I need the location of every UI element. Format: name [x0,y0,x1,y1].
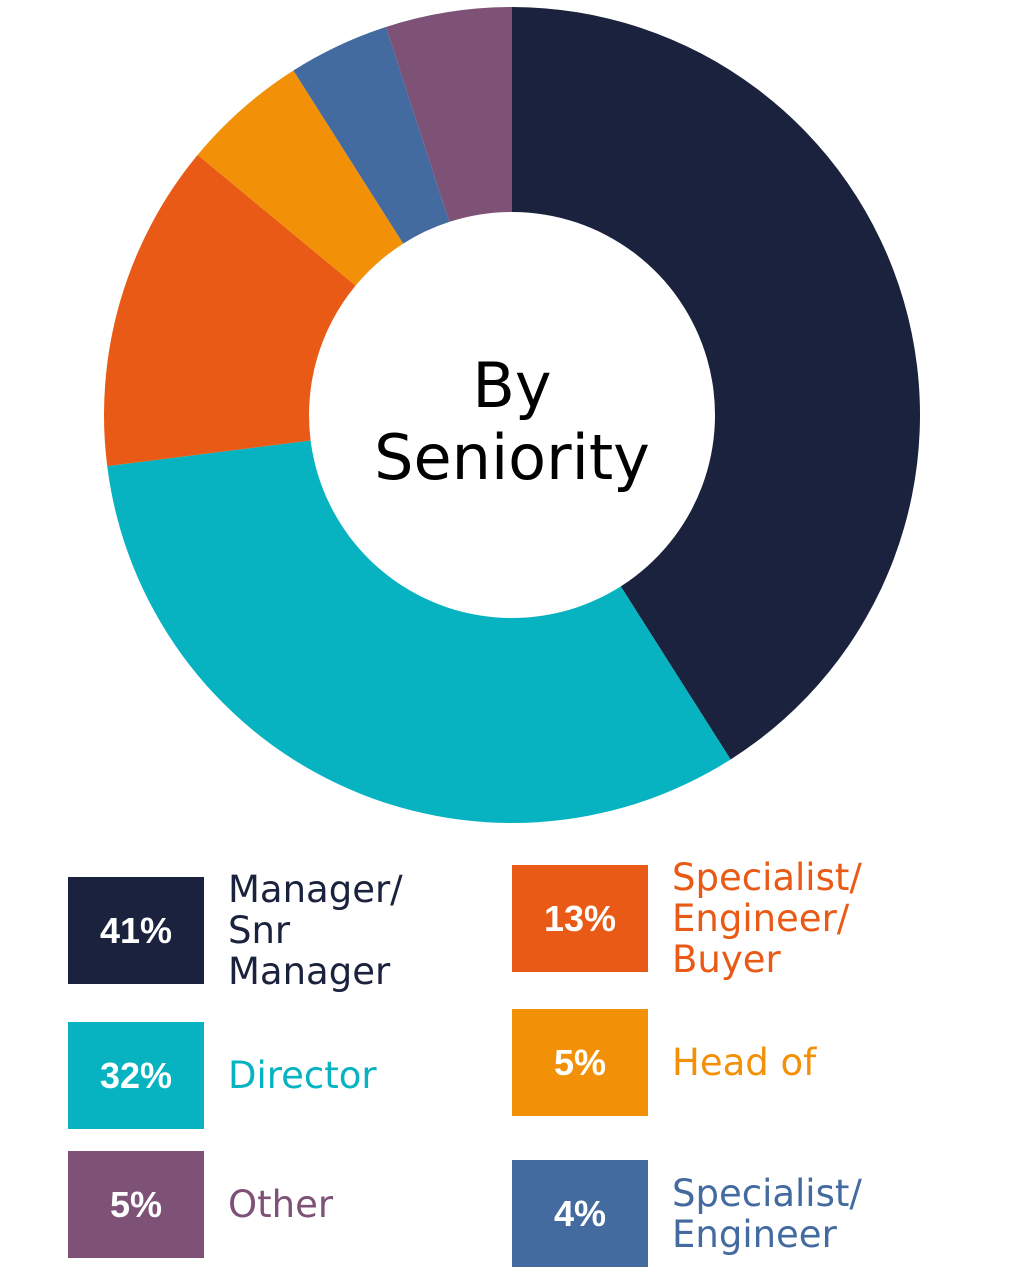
chart-title-line-2: Seniority [374,421,650,494]
donut-slice-4 [293,26,450,244]
donut-slice-2 [104,154,356,467]
donut-slice-1 [107,440,731,823]
chart-title-line-1: By [472,349,552,422]
donut-slice-5 [385,7,512,222]
legend-item-other: 5% Other [68,1151,333,1258]
legend-label: Director [228,1054,377,1097]
legend-item-manager: 41% Manager/ Snr Manager [68,869,403,992]
legend-swatch: 41% [68,877,204,984]
legend-swatch: 13% [512,865,648,972]
donut-chart [104,7,920,823]
legend-swatch: 5% [512,1009,648,1116]
legend-label: Head of [672,1041,817,1084]
legend-label: Other [228,1183,334,1226]
legend-item-director: 32% Director [68,1022,377,1129]
legend-swatch: 5% [68,1151,204,1258]
chart-title: By Seniority [312,350,712,494]
legend-swatch: 4% [512,1160,648,1267]
legend-label: Manager/ Snr Manager [228,868,403,993]
legend-swatch: 32% [68,1022,204,1129]
donut-slice-3 [197,70,404,286]
legend-label: Specialist/ Engineer [672,1171,862,1256]
legend-item-specialist-engineer-buyer: 13% Specialist/ Engineer/ Buyer [512,857,862,980]
legend-label: Specialist/ Engineer/ Buyer [672,856,862,981]
donut-slice-0 [512,7,920,760]
legend-item-head-of: 5% Head of [512,1009,816,1116]
legend-item-specialist-engineer: 4% Specialist/ Engineer [512,1160,862,1267]
